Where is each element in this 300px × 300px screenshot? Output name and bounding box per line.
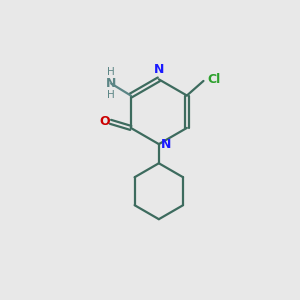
Text: H: H — [107, 90, 115, 100]
Text: N: N — [154, 63, 164, 76]
Text: Cl: Cl — [207, 73, 220, 86]
Text: N: N — [106, 77, 116, 90]
Text: O: O — [100, 115, 110, 128]
Text: N: N — [161, 138, 172, 151]
Text: H: H — [107, 67, 115, 77]
